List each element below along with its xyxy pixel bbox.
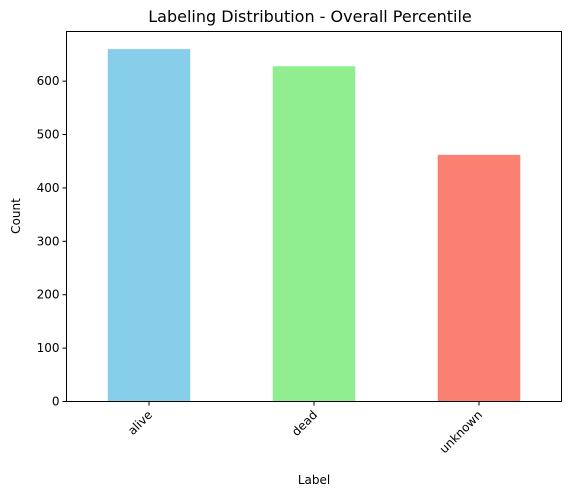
y-tick-label: 200 [37,288,60,302]
chart-title: Labeling Distribution - Overall Percenti… [148,7,471,26]
bar-unknown [438,155,521,402]
y-tick-label: 100 [37,341,60,355]
y-tick-label: 300 [37,234,60,248]
y-tick-label: 500 [37,128,60,142]
y-tick-label: 600 [37,74,60,88]
y-tick-label: 400 [37,181,60,195]
x-axis-label: Label [298,473,330,487]
bar-dead [273,66,356,401]
y-axis-ticks: 0 100 200 300 400 500 600 [37,74,67,408]
y-axis-label: Count [9,198,23,234]
x-tick-label-unknown: unknown [437,408,485,456]
y-tick-label: 0 [52,395,60,409]
x-tick-label-alive: alive [125,408,155,438]
bars-group [108,49,521,401]
bar-alive [108,49,191,401]
x-axis-ticks: alive dead unknown [125,402,485,457]
x-tick-label-dead: dead [289,408,320,439]
